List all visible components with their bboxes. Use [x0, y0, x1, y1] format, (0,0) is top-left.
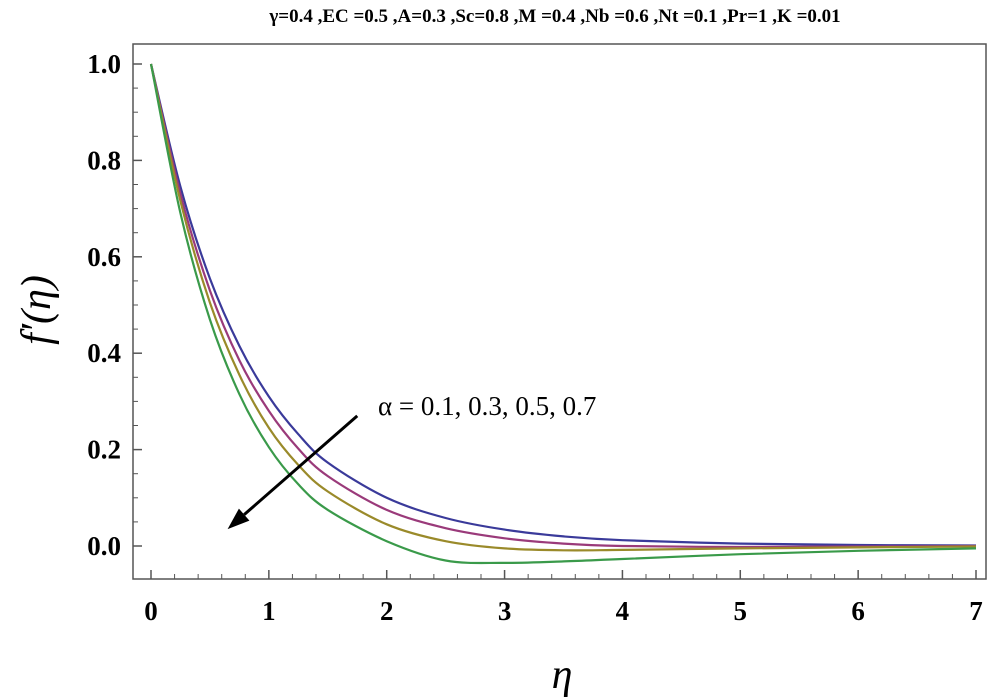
- axis-ticks: 0 1 2 3 4 5 6 7 0.0 0.2 0.4 0.6 0.8 1.0: [87, 49, 983, 626]
- x-tick-label: 0: [144, 596, 158, 626]
- x-tick-label: 5: [734, 596, 748, 626]
- x-tick-label: 1: [262, 596, 276, 626]
- plot-frame: [132, 43, 987, 580]
- x-tick-label: 6: [851, 596, 865, 626]
- x-tick-label: 2: [380, 596, 394, 626]
- y-tick-label: 1.0: [87, 49, 121, 79]
- annotation-label: α = 0.1, 0.3, 0.5, 0.7: [378, 391, 596, 421]
- chart-title: γ=0.4 ,EC =0.5 ,A=0.3 ,Sc=0.8 ,M =0.4 ,N…: [268, 6, 840, 27]
- x-axis-label: η: [552, 652, 573, 698]
- y-axis-label: f′(η): [14, 275, 60, 345]
- annotation-arrow: [227, 414, 359, 530]
- annotation-arrow-head: [227, 508, 250, 530]
- series-line-2: [149, 63, 977, 549]
- y-tick-label: 0.0: [87, 531, 121, 561]
- y-tick-label: 0.6: [87, 242, 121, 272]
- y-tick-label: 0.2: [87, 435, 121, 465]
- y-tick-label: 0.8: [87, 145, 121, 175]
- x-tick-label: 4: [616, 596, 630, 626]
- annotation-arrow-line: [243, 414, 359, 516]
- y-tick-label: 0.4: [87, 338, 121, 368]
- series-line-4: [149, 63, 977, 565]
- series-line-3: [149, 63, 977, 552]
- series-line-1: [149, 63, 977, 547]
- series-group: [149, 63, 977, 565]
- x-tick-label: 3: [498, 596, 512, 626]
- x-tick-label: 7: [969, 596, 983, 626]
